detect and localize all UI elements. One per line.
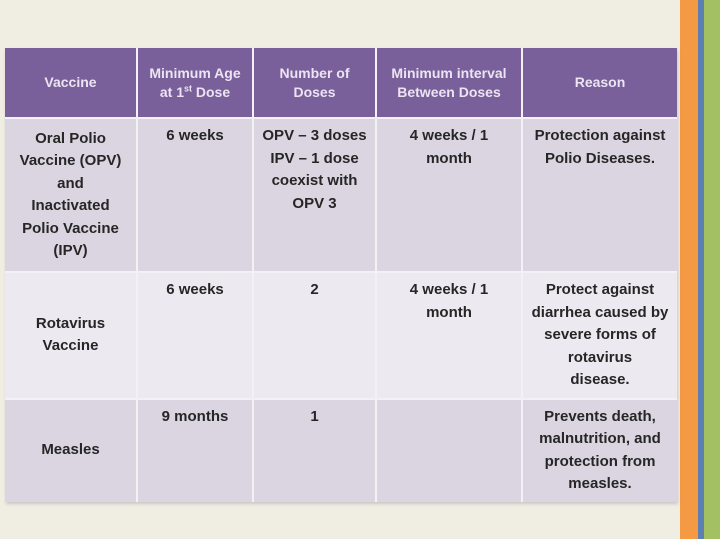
edge-stripe-green [704,0,720,539]
col-header-vaccine: Vaccine [5,48,138,119]
col-header-reason: Reason [521,48,677,119]
cell-interval: 4 weeks / 1 month [375,271,523,400]
edge-stripe-orange [680,0,698,539]
min-age-superscript: st [183,82,192,93]
cell-vaccine: Rotavirus Vaccine [5,271,138,400]
cell-doses: 1 [252,397,377,502]
cell-reason: Protect against diarrhea caused by sever… [521,271,677,400]
cell-doses: OPV – 3 doses IPV – 1 dose coexist with … [252,117,377,273]
table-row-measles: Measles 9 months 1 Prevents death, malnu… [5,397,677,502]
table-header-row: Vaccine Minimum Age at 1st Dose Number o… [5,48,677,119]
min-age-text-suffix: Dose [192,83,231,100]
cell-min-age: 9 months [136,397,254,502]
cell-min-age: 6 weeks [136,117,254,273]
cell-doses: 2 [252,271,377,400]
cell-reason: Protection against Polio Diseases. [521,117,677,273]
cell-reason: Prevents death, malnutrition, and protec… [521,397,677,502]
col-header-min-age: Minimum Age at 1st Dose [136,48,254,119]
cell-interval: 4 weeks / 1 month [375,117,523,273]
table-row-rotavirus: Rotavirus Vaccine 6 weeks 2 4 weeks / 1 … [5,271,677,400]
min-age-text: Minimum Age at 1 [149,64,241,100]
cell-min-age: 6 weeks [136,271,254,400]
col-header-doses: Number of Doses [252,48,377,119]
edge-stripe-blue [698,0,704,539]
cell-vaccine: Measles [5,397,138,502]
col-header-interval: Minimum interval Between Doses [375,48,523,119]
table-row-polio: Oral Polio Vaccine (OPV) and Inactivated… [5,117,677,273]
cell-interval [375,397,523,502]
cell-vaccine: Oral Polio Vaccine (OPV) and Inactivated… [5,117,138,273]
vaccine-schedule-table: Vaccine Minimum Age at 1st Dose Number o… [5,48,677,502]
